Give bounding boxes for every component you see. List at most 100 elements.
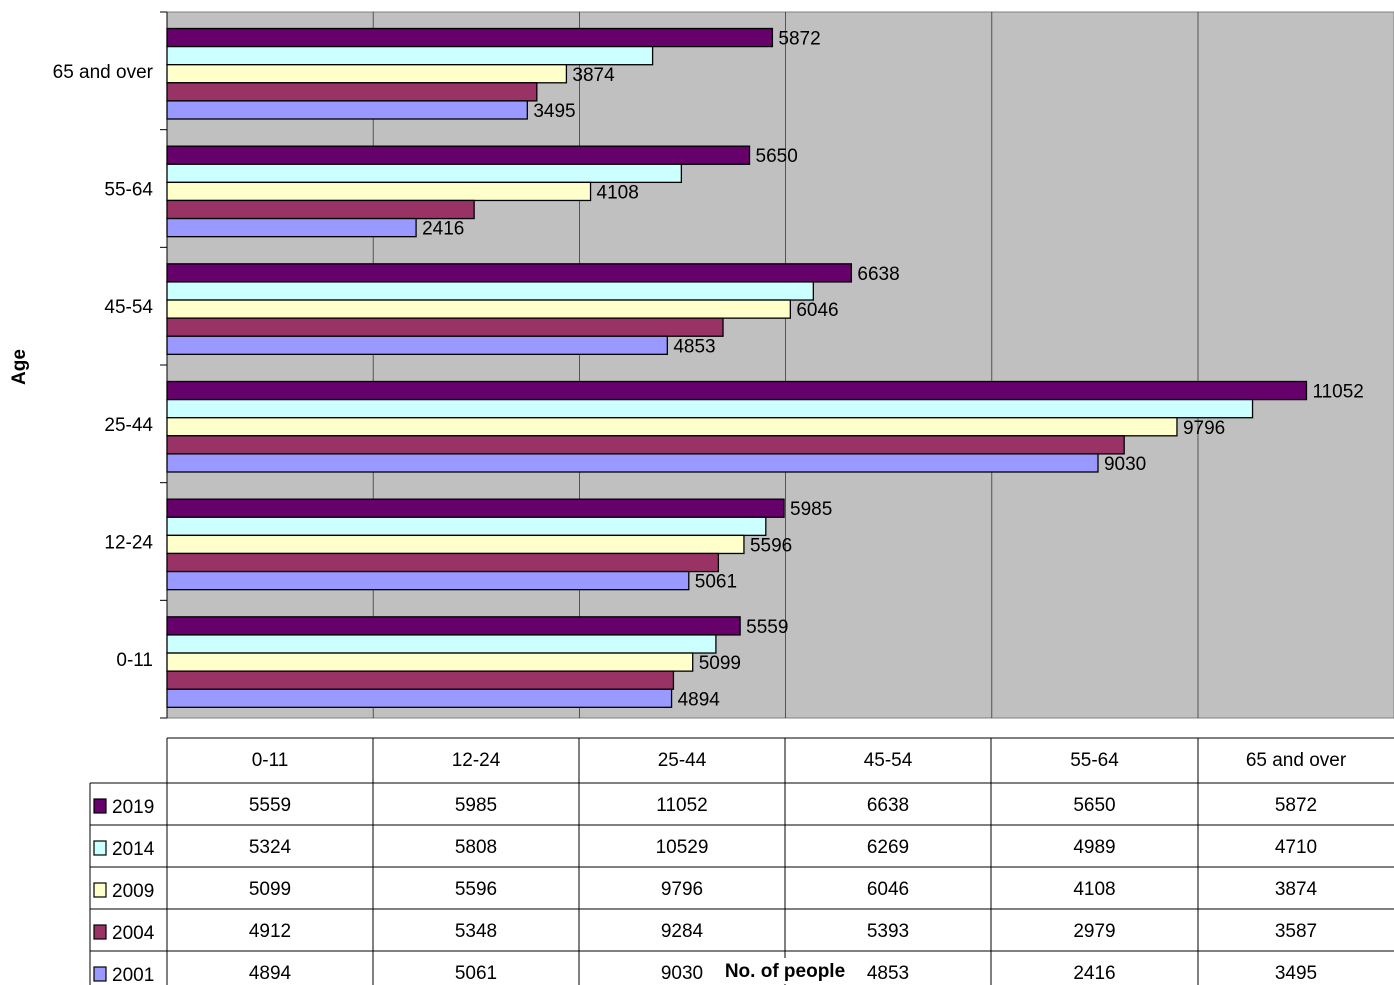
bar xyxy=(166,498,785,518)
table-header-cell: 65 and over xyxy=(1246,750,1347,771)
legend-label: 2009 xyxy=(112,881,154,902)
table-cell: 5348 xyxy=(455,921,497,942)
legend-swatch xyxy=(93,882,107,898)
bar xyxy=(166,380,1308,401)
bar xyxy=(166,100,528,120)
bar xyxy=(166,634,717,654)
bar xyxy=(166,263,853,283)
bar xyxy=(166,335,668,355)
bar xyxy=(166,281,814,301)
y-axis-title: Age xyxy=(9,349,30,385)
bar xyxy=(166,516,767,537)
y-tick-label: 45-54 xyxy=(104,297,153,318)
table-cell: 4989 xyxy=(1073,837,1115,858)
bar xyxy=(166,652,694,672)
grid-lines xyxy=(372,12,1199,718)
bar xyxy=(166,570,690,591)
bar xyxy=(166,552,720,573)
bar-value-label: 5559 xyxy=(746,617,788,638)
bar xyxy=(166,616,741,636)
bar-value-label: 5985 xyxy=(790,499,832,520)
bar xyxy=(166,199,475,220)
table-cell: 9030 xyxy=(661,963,703,984)
bar-value-label: 11052 xyxy=(1312,382,1363,403)
y-tick-label: 55-64 xyxy=(104,180,153,201)
bar-value-label: 2416 xyxy=(422,219,464,240)
bar xyxy=(166,299,791,319)
legend-label: 2014 xyxy=(112,839,155,860)
bar xyxy=(166,435,1125,455)
table-cell: 4912 xyxy=(249,921,291,942)
table-cell: 4853 xyxy=(867,963,909,984)
table-cell: 5393 xyxy=(867,921,909,942)
bar-value-label: 3495 xyxy=(533,101,575,122)
legend-label: 2001 xyxy=(112,965,154,985)
legend-label: 2004 xyxy=(112,923,155,944)
y-axis-ticks: 0-11 12-24 25-44 45-54 55-64 65 and over xyxy=(53,11,167,719)
bar xyxy=(166,145,751,165)
bar-value-label: 5872 xyxy=(778,29,820,50)
bar xyxy=(166,534,745,555)
y-tick-label: 65 and over xyxy=(53,62,154,83)
data-table: 0-11 12-24 25-44 45-54 55-64 65 and over 2019 5… xyxy=(89,737,1394,985)
bar xyxy=(166,417,1178,437)
plot-area xyxy=(166,11,1394,719)
table-cell: 5061 xyxy=(455,963,497,984)
bar-value-label: 6638 xyxy=(857,264,899,285)
table-header-cell: 0-11 xyxy=(252,750,289,771)
table-header-cell: 25-44 xyxy=(658,750,707,771)
bar-value-label: 4108 xyxy=(597,182,639,203)
table-cell: 5985 xyxy=(455,795,497,816)
legend-swatch xyxy=(93,840,107,856)
bar-value-label: 5596 xyxy=(750,535,792,556)
bar xyxy=(166,317,724,337)
table-cell: 5324 xyxy=(249,837,292,858)
table-cell: 3874 xyxy=(1275,879,1318,900)
table-cell: 4710 xyxy=(1275,837,1317,858)
table-cell: 3495 xyxy=(1275,963,1317,984)
x-axis-title-background xyxy=(712,958,858,984)
table-header-cell: 45-54 xyxy=(864,750,913,771)
table-cell: 5808 xyxy=(455,837,497,858)
bar xyxy=(166,27,774,48)
bar xyxy=(166,181,592,202)
table-cell: 9284 xyxy=(661,921,704,942)
bar xyxy=(166,688,673,708)
table-cell: 5099 xyxy=(249,879,291,900)
table-cell: 5872 xyxy=(1275,795,1317,816)
table-cell: 3587 xyxy=(1275,921,1317,942)
bar-value-label: 4894 xyxy=(678,689,721,710)
table-cell: 9796 xyxy=(661,879,703,900)
table-cell: 10529 xyxy=(656,837,709,858)
bar-value-label: 5061 xyxy=(695,572,737,593)
bar-value-label: 6046 xyxy=(796,300,838,321)
legend-label: 2019 xyxy=(112,797,154,818)
table-cell: 2979 xyxy=(1073,921,1115,942)
table-cell: 6046 xyxy=(867,879,909,900)
bar-value-label: 3874 xyxy=(572,65,615,86)
table-header-cell: 12-24 xyxy=(452,750,501,771)
legend-swatch xyxy=(93,798,107,814)
table-header-cell: 55-64 xyxy=(1070,750,1119,771)
bar-value-label: 4853 xyxy=(673,336,715,357)
bar xyxy=(166,45,654,66)
legend-swatch xyxy=(93,966,107,982)
bar xyxy=(166,163,683,184)
y-tick-label: 12-24 xyxy=(104,533,153,554)
bar-value-label: 9796 xyxy=(1183,418,1225,439)
table-cell: 5650 xyxy=(1073,795,1115,816)
bar xyxy=(166,64,568,84)
table-cell: 6638 xyxy=(867,795,909,816)
table-cell: 4894 xyxy=(249,963,292,984)
legend-swatch xyxy=(93,924,107,940)
bar-value-label: 9030 xyxy=(1104,454,1146,475)
bar xyxy=(166,398,1254,419)
bar xyxy=(166,217,417,238)
bar-value-label: 5099 xyxy=(699,653,741,674)
table-cell: 6269 xyxy=(867,837,909,858)
bar xyxy=(166,453,1099,473)
table-cell: 5596 xyxy=(455,879,497,900)
table-cell: 4108 xyxy=(1073,879,1115,900)
